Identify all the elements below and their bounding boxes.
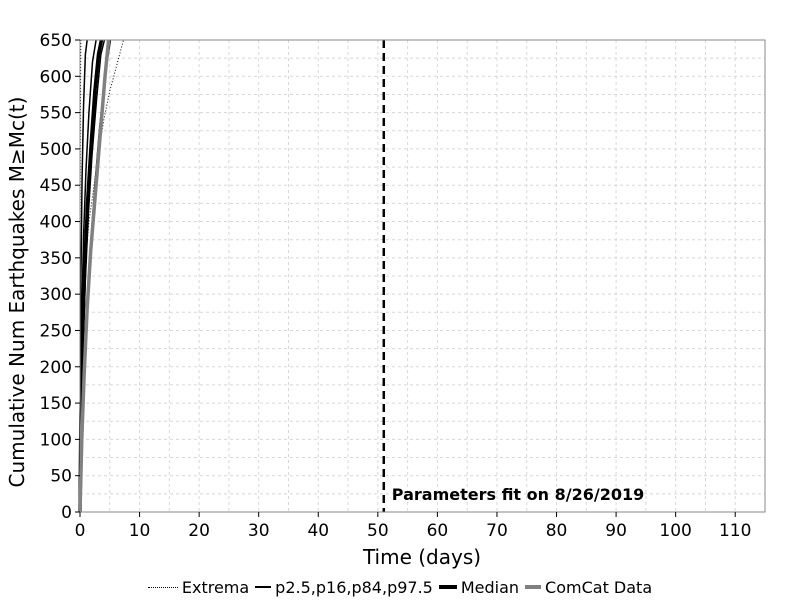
y-tick-label: 100 [40,430,72,450]
x-axis-label: Time (days) [362,545,481,569]
y-tick-label: 650 [40,31,72,51]
series-line-comcat-data-7 [78,39,111,513]
x-tick-label: 10 [129,521,151,541]
y-tick-label: 400 [40,213,72,233]
legend-swatch-extrema [147,586,178,588]
annotation-group: Parameters fit on 8/26/2019 [382,40,644,512]
fit-date-label: Parameters fit on 8/26/2019 [392,485,644,504]
legend-swatch-percentiles [255,586,272,588]
y-tick-label: 450 [40,176,72,196]
legend-item-percentiles: p2.5,p16,p84,p97.5 [255,578,433,597]
x-tick-label: 70 [486,521,508,541]
x-tick-label: 80 [546,521,568,541]
legend-label-median: Median [460,577,520,597]
y-tick-label: 550 [40,104,72,124]
legend-swatch-median [438,585,457,589]
x-tick-label: 0 [75,521,86,541]
x-tick-label: 100 [659,521,691,541]
series-line-median-6 [78,39,104,513]
legend-label-comcat: ComCat Data [545,577,653,597]
x-tick-label: 20 [188,521,210,541]
x-tick-label: 60 [427,521,449,541]
x-tick-label: 40 [307,521,329,541]
y-axis-label: Cumulative Num Earthquakes M≥Mc(t) [5,97,29,488]
x-tick-label: 110 [719,521,751,541]
series-line-extrema-0 [79,39,124,513]
y-tick-label: 150 [40,394,72,414]
y-tick-label: 600 [40,67,72,87]
y-tick-label: 200 [40,358,72,378]
x-tick-label: 30 [248,521,270,541]
x-tick-label: 50 [367,521,389,541]
y-tick-label: 0 [61,503,72,523]
y-tick-label: 250 [40,321,72,341]
x-tick-label: 90 [605,521,627,541]
y-tick-label: 50 [50,467,72,487]
y-tick-label: 300 [40,285,72,305]
y-tick-label: 350 [40,249,72,269]
chart: Parameters fit on 8/26/2019 0 10 20 30 40 50 6… [5,31,766,569]
legend-label-extrema: Extrema [181,577,250,597]
ticks-group: 0 10 20 30 40 50 60 70 80 90 100 110 0 50 100 150 200 250… [40,31,752,541]
y-tick-label: 500 [40,140,72,160]
plot-frame [79,39,766,513]
grid [80,40,765,512]
legend-swatch-comcat [525,585,542,589]
legend: Extrema p2.5,p16,p84,p97.5 Median ComCat… [0,574,800,600]
legend-item-extrema: Extrema [147,577,250,597]
legend-label-percentiles: p2.5,p16,p84,p97.5 [275,577,433,597]
legend-item-comcat: ComCat Data [525,578,652,597]
legend-item-median: Median [438,577,520,597]
